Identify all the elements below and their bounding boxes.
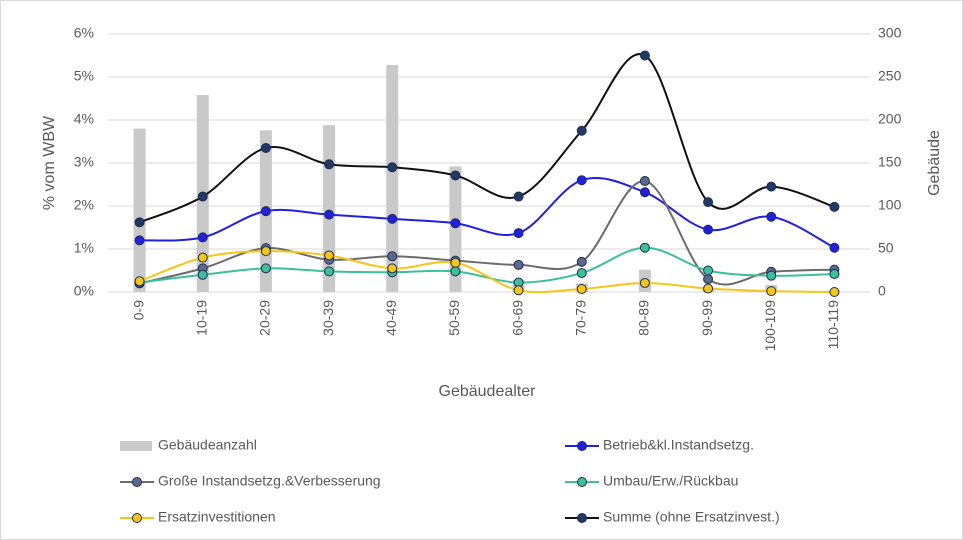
legend-marker xyxy=(577,441,587,451)
point xyxy=(703,265,714,276)
point xyxy=(260,142,271,153)
point xyxy=(829,242,840,253)
x-tick-label: 0-9 xyxy=(130,300,146,320)
bar xyxy=(386,64,399,293)
legend-swatch xyxy=(120,441,152,451)
point xyxy=(134,235,145,246)
point xyxy=(703,283,714,294)
point xyxy=(576,256,587,267)
point xyxy=(703,224,714,235)
point xyxy=(766,286,777,297)
point xyxy=(197,252,208,263)
x-tick-label: 20-29 xyxy=(257,300,273,336)
x-axis-label: Gebäudealter xyxy=(439,383,537,400)
point xyxy=(703,274,714,285)
point xyxy=(639,50,650,61)
bar xyxy=(133,128,146,292)
y2-tick-label: 250 xyxy=(878,68,902,84)
y-tick-label: 1% xyxy=(74,240,94,256)
y-tick-label: 5% xyxy=(74,68,94,84)
point xyxy=(576,175,587,186)
point xyxy=(766,211,777,222)
y2-tick-label: 150 xyxy=(878,154,902,170)
point xyxy=(260,206,271,217)
point xyxy=(829,287,840,297)
point xyxy=(576,268,587,279)
legend-label: Gebäudeanzahl xyxy=(158,437,257,453)
point xyxy=(576,283,587,294)
y2-tick-label: 100 xyxy=(878,197,902,213)
x-tick-label: 110-119 xyxy=(825,300,841,350)
point xyxy=(513,228,524,239)
legend-marker xyxy=(132,513,142,523)
y-tick-label: 6% xyxy=(74,25,94,41)
point xyxy=(387,263,398,274)
point xyxy=(324,159,335,170)
point xyxy=(513,191,524,202)
point xyxy=(639,187,650,198)
point xyxy=(324,266,335,277)
x-tick-label: 40-49 xyxy=(383,300,399,336)
point xyxy=(387,162,398,173)
legend-label: Große Instandsetzg.&Verbesserung xyxy=(158,473,381,489)
point xyxy=(766,270,777,281)
x-tick-label: 10-19 xyxy=(193,300,209,336)
point xyxy=(450,266,461,277)
y-tick-label: 2% xyxy=(74,197,94,213)
point xyxy=(513,259,524,270)
point xyxy=(197,269,208,280)
legend-marker xyxy=(577,513,587,523)
y-axis-label: % vom WBW xyxy=(41,115,58,210)
point xyxy=(513,285,524,296)
point xyxy=(387,213,398,224)
y2-axis-label: Gebäude xyxy=(926,130,943,196)
legend-label: Ersatzinvestitionen xyxy=(158,509,276,525)
x-tick-label: 100-109 xyxy=(762,300,778,352)
y2-tick-label: 0 xyxy=(878,283,886,299)
point xyxy=(829,268,840,279)
x-tick-label: 30-39 xyxy=(320,300,336,336)
point xyxy=(639,176,650,187)
legend-marker xyxy=(577,477,587,487)
point xyxy=(576,125,587,136)
y2-tick-label: 50 xyxy=(878,240,894,256)
y2-tick-label: 300 xyxy=(878,25,902,41)
legend-label: Umbau/Erw./Rückbau xyxy=(603,473,738,489)
point xyxy=(260,263,271,274)
point xyxy=(134,276,145,287)
x-tick-label: 60-69 xyxy=(509,300,525,336)
legend-marker xyxy=(132,477,142,487)
y2-tick-label: 200 xyxy=(878,111,902,127)
point xyxy=(450,218,461,229)
legend-label: Summe (ohne Ersatzinvest.) xyxy=(603,509,780,525)
x-tick-label: 50-59 xyxy=(446,300,462,336)
x-tick-label: 70-79 xyxy=(572,300,588,336)
point xyxy=(639,242,650,253)
y-tick-label: 3% xyxy=(74,154,94,170)
x-tick-label: 90-99 xyxy=(699,300,715,336)
point xyxy=(450,257,461,268)
point xyxy=(387,251,398,262)
point xyxy=(766,181,777,192)
legend-label: Betrieb&kl.Instandsetzg. xyxy=(603,437,754,453)
point xyxy=(134,217,145,228)
point xyxy=(703,197,714,208)
point xyxy=(197,191,208,202)
point xyxy=(197,232,208,243)
point xyxy=(324,209,335,220)
point xyxy=(260,246,271,257)
y-tick-label: 4% xyxy=(74,111,94,127)
point xyxy=(829,201,840,212)
point xyxy=(324,250,335,261)
point xyxy=(450,170,461,181)
x-tick-label: 80-89 xyxy=(636,300,652,336)
y-tick-label: 0% xyxy=(74,283,94,299)
point xyxy=(639,277,650,288)
